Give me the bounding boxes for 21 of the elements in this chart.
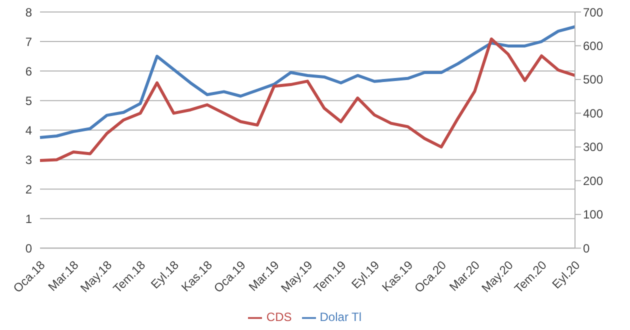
y-tick-label: 5 bbox=[25, 94, 32, 108]
y2-tick-label: 100 bbox=[583, 208, 604, 222]
y-tick-label: 4 bbox=[25, 123, 32, 138]
y2-tick-label: 300 bbox=[583, 140, 604, 154]
y-tick-label: 8 bbox=[25, 5, 32, 20]
y2-tick-label: 200 bbox=[583, 174, 604, 188]
legend-label: CDS bbox=[266, 310, 292, 324]
y-tick-label: 3 bbox=[25, 152, 32, 167]
y-tick-label: 2 bbox=[25, 182, 32, 196]
y2-tick-label: 600 bbox=[583, 39, 604, 53]
line-series bbox=[38, 25, 576, 139]
line-series bbox=[38, 37, 576, 162]
y2-tick-label: 700 bbox=[583, 5, 604, 20]
y-tick-label: 7 bbox=[25, 34, 32, 49]
y-tick-label: 0 bbox=[25, 241, 32, 256]
y-tick-label: 6 bbox=[25, 64, 32, 78]
y-tick-label: 1 bbox=[25, 212, 32, 226]
legend-label: Dolar Tl bbox=[320, 310, 362, 324]
y2-tick-label: 0 bbox=[583, 241, 590, 256]
y2-tick-label: 500 bbox=[583, 72, 604, 87]
y2-tick-label: 400 bbox=[583, 106, 604, 120]
